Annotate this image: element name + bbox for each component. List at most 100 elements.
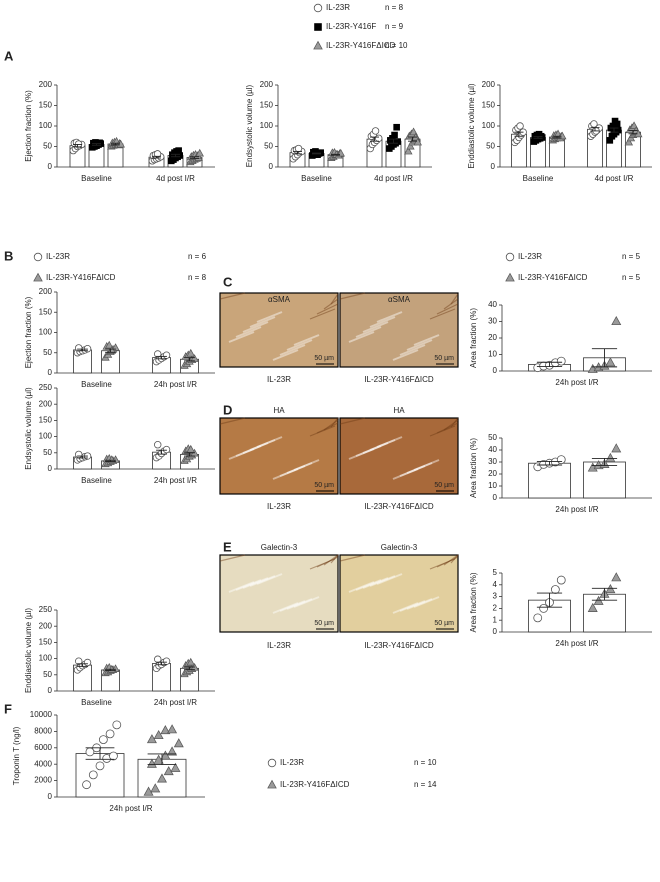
point [75, 657, 83, 665]
histology-image [219, 292, 339, 368]
legend-n: n = 10 [385, 41, 408, 50]
y-tick-label: 5 [493, 568, 498, 577]
y-tick-label: 4 [493, 580, 498, 589]
point [391, 131, 398, 139]
point [313, 40, 323, 50]
tissue-streak [249, 575, 276, 587]
tissue-streak [429, 308, 456, 320]
y-tick-label: 200 [39, 287, 53, 296]
point [160, 725, 171, 735]
y-axis-label: Enddiastolic volume (µl) [24, 608, 33, 693]
point [157, 773, 167, 783]
point [95, 761, 105, 771]
y-tick-label: 150 [482, 101, 496, 110]
tissue-streak [309, 308, 336, 320]
tissue-streak [436, 303, 459, 315]
point [162, 445, 171, 454]
y-tick-label: 0 [491, 162, 496, 171]
tissue-streak [272, 468, 299, 480]
y-axis-label: Endsystolic volume (µl) [24, 387, 33, 470]
point [112, 720, 122, 730]
image-caption: IL-23R-Y416FΔICD [364, 641, 434, 650]
y-tick-label: 20 [488, 333, 497, 342]
legend-label: IL-23R-Y416FΔICD [280, 780, 350, 789]
y-tick-label: 4000 [34, 759, 52, 768]
tissue-streak [413, 334, 440, 346]
point [267, 758, 277, 768]
y-tick-label: 150 [39, 638, 53, 647]
y-tick-label: 30 [488, 317, 497, 326]
tissue-streak [323, 419, 339, 431]
image-title: αSMA [268, 295, 291, 304]
point [33, 272, 43, 282]
scale-label: 50 µm [434, 482, 454, 489]
scale-label: 50 µm [434, 355, 454, 362]
point [556, 455, 566, 465]
y-tick-label: 20 [488, 469, 497, 478]
x-tick-label: 4d post I/R [595, 174, 634, 183]
y-tick-label: 100 [39, 121, 53, 130]
tissue-streak [436, 422, 459, 434]
point [83, 658, 92, 667]
tissue-streak [406, 339, 433, 351]
image-caption: IL-23R-Y416FΔICD [364, 375, 434, 384]
legend-label: IL-23R [326, 3, 350, 12]
point [611, 443, 622, 453]
tissue-streak [256, 311, 283, 323]
point [409, 127, 418, 136]
point [393, 123, 400, 131]
point [105, 340, 114, 349]
point [413, 137, 422, 146]
tissue-streak [219, 417, 246, 425]
tissue-streak [272, 349, 299, 361]
legend-n: n = 6 [188, 252, 207, 261]
point [162, 351, 171, 359]
tissue-streak [256, 573, 283, 585]
y-tick-label: 10 [488, 481, 497, 490]
point [96, 139, 103, 147]
point [590, 120, 598, 128]
point [167, 746, 178, 756]
tissue-streak [443, 554, 459, 566]
y-tick-label: 1 [493, 615, 498, 624]
point [505, 272, 515, 282]
point [614, 126, 622, 134]
tissue-streak [406, 598, 433, 610]
tissue-streak [316, 556, 339, 568]
tissue-streak [355, 445, 382, 457]
x-tick-label: 24h post I/R [154, 698, 197, 707]
tissue-streak [376, 436, 403, 448]
y-axis-label: Endsystolic volume (µl) [245, 84, 254, 167]
y-axis-label: Area fraction (%) [469, 572, 478, 632]
point [505, 252, 515, 262]
point [556, 356, 566, 366]
point [606, 137, 614, 144]
tissue-streak [355, 579, 382, 591]
point [75, 450, 83, 459]
point [609, 122, 617, 130]
y-tick-label: 250 [39, 383, 53, 392]
tissue-streak [228, 331, 255, 343]
point [170, 762, 181, 772]
tissue-streak [256, 436, 283, 448]
x-tick-label: 24h post I/R [109, 804, 152, 813]
y-tick-label: 200 [39, 80, 53, 89]
tissue-streak [362, 442, 389, 454]
x-tick-label: Baseline [81, 698, 112, 707]
point [267, 779, 277, 789]
x-tick-label: Baseline [81, 380, 112, 389]
tissue-streak [286, 339, 313, 351]
image-caption: IL-23R-Y416FΔICD [364, 502, 434, 511]
tissue-streak [249, 316, 276, 328]
tissue-streak [219, 554, 246, 562]
legend-n: n = 10 [414, 758, 437, 767]
tissue-streak [348, 581, 375, 593]
tissue-streak [450, 554, 459, 564]
tissue-streak [242, 577, 269, 589]
legend-label: IL-23R-Y416FΔICD [326, 41, 396, 50]
image-title: Galectin-3 [381, 543, 418, 552]
point [406, 141, 415, 150]
point [186, 348, 195, 357]
point [195, 148, 204, 157]
